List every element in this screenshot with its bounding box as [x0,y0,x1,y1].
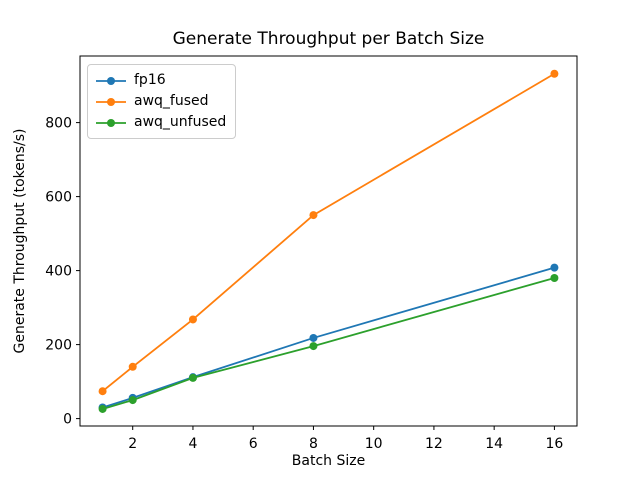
x-tick-label: 14 [485,436,503,452]
series-marker-fp16 [309,333,318,342]
series-marker-awq_fused [98,387,107,396]
series-marker-awq_fused [128,362,137,371]
series-marker-awq_fused [188,315,197,324]
series-marker-fp16 [550,263,559,272]
x-tick-label: 2 [128,436,137,452]
legend-line-marker-icon [96,118,126,127]
series-line-awq_unfused [102,277,555,410]
y-tick-label: 800 [45,116,72,132]
legend-label-fp16: fp16 [134,72,166,88]
x-tick-label: 6 [249,436,258,452]
legend-item-fp16: fp16 [95,70,226,91]
y-tick-label: 400 [45,264,72,280]
legend: fp16 awq_fused awq_unfused [87,64,237,139]
chart-title: Generate Throughput per Batch Size [172,29,485,49]
legend-line-marker-icon [96,97,126,106]
series-marker-awq_unfused [98,404,107,413]
y-tick-label: 200 [45,338,72,354]
series-marker-awq_unfused [309,342,318,351]
x-tick-label: 10 [365,436,383,452]
x-tick-label: 16 [545,436,563,452]
legend-label-awq_unfused: awq_unfused [134,114,227,130]
x-tick-label: 12 [425,436,443,452]
axes-frame [79,55,578,427]
series-marker-awq_fused [309,211,318,220]
legend-item-awq_unfused: awq_unfused [95,112,226,133]
y-tick-label: 0 [63,412,72,428]
legend-label-awq_fused: awq_fused [134,93,209,109]
x-tick-label: 4 [188,436,197,452]
x-tick-label: 8 [309,436,318,452]
y-tick-label: 600 [45,190,72,206]
series-marker-awq_unfused [188,373,197,382]
legend-line-marker-icon [96,76,126,85]
x-axis-label: Batch Size [291,453,366,469]
series-marker-awq_fused [550,69,559,78]
series-marker-awq_unfused [128,396,137,405]
legend-item-awq_fused: awq_fused [95,91,226,112]
series-marker-awq_unfused [550,274,559,282]
